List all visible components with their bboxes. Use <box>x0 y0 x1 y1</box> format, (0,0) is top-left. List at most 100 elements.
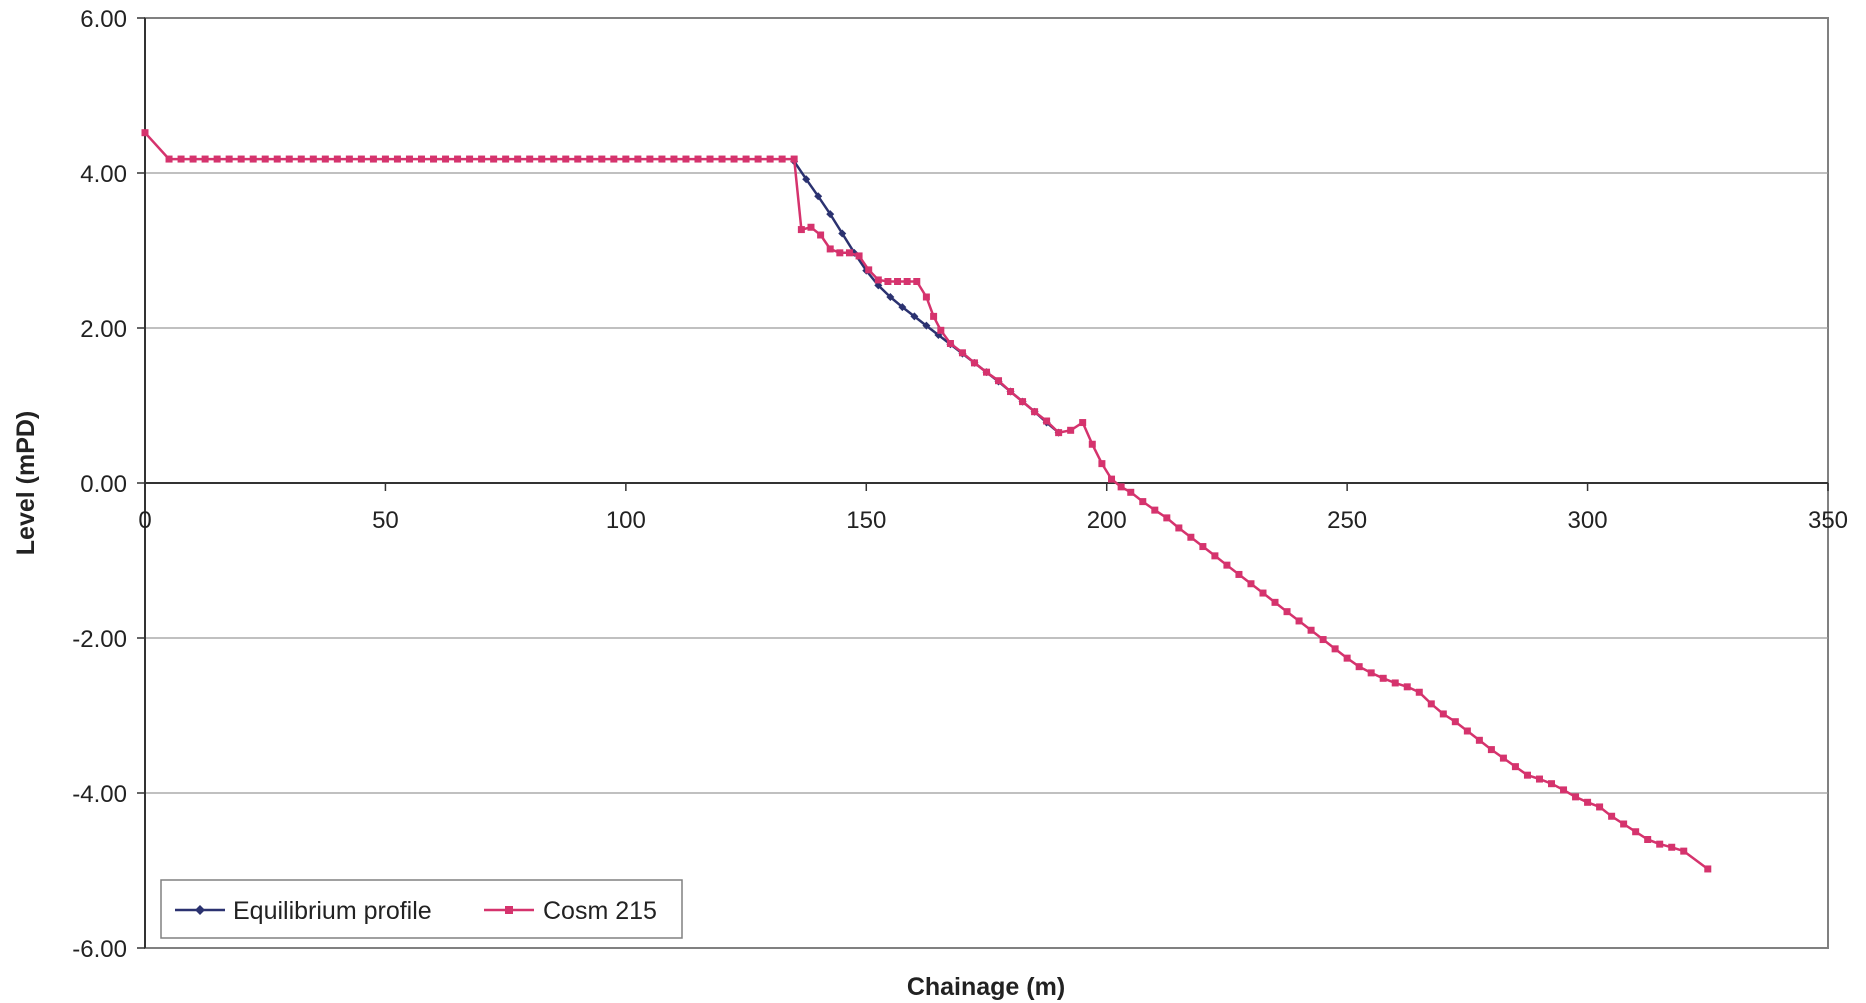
x-tick-label: 300 <box>1568 507 1608 534</box>
legend-box <box>160 879 683 939</box>
data-point <box>454 155 462 163</box>
data-point <box>1163 514 1171 522</box>
x-tick-label: 350 <box>1808 507 1848 534</box>
data-point <box>1415 688 1423 696</box>
data-point <box>958 349 966 357</box>
data-point <box>1608 812 1616 820</box>
data-point <box>1117 483 1125 491</box>
data-point <box>898 303 907 312</box>
data-point <box>201 155 209 163</box>
x-tick-label: 150 <box>846 507 886 534</box>
data-point <box>1572 793 1580 801</box>
data-point <box>273 155 281 163</box>
data-point <box>682 155 690 163</box>
data-point <box>526 155 534 163</box>
data-point <box>1511 763 1519 771</box>
data-point <box>790 155 798 163</box>
data-point <box>237 155 245 163</box>
data-point <box>1355 663 1363 671</box>
data-point <box>1295 617 1303 625</box>
data-point <box>430 155 438 163</box>
data-point <box>381 155 389 163</box>
data-point <box>838 229 847 238</box>
data-point <box>249 155 257 163</box>
data-point <box>1139 498 1147 506</box>
data-point <box>333 155 341 163</box>
data-point <box>1307 626 1315 634</box>
data-point <box>1108 475 1116 483</box>
data-point <box>1247 580 1255 588</box>
data-point <box>321 155 329 163</box>
data-point <box>995 377 1003 385</box>
data-point <box>1043 417 1051 425</box>
data-point <box>1019 398 1027 406</box>
data-point <box>778 155 786 163</box>
data-point <box>1223 561 1231 569</box>
data-point <box>1535 775 1543 783</box>
y-tick-label: -6.00 <box>72 936 127 963</box>
x-axis-title: Chainage (m) <box>907 973 1065 1001</box>
data-point <box>1656 840 1664 848</box>
data-point <box>1187 533 1195 541</box>
data-point <box>1704 865 1712 873</box>
data-point <box>730 155 738 163</box>
data-point <box>1548 780 1556 788</box>
legend-marker-equilibrium <box>195 905 205 915</box>
data-point <box>1668 843 1676 851</box>
data-point <box>1644 836 1652 843</box>
data-point <box>946 340 954 347</box>
data-point <box>165 155 173 163</box>
data-point <box>670 155 678 163</box>
x-tick-label: 0 <box>138 507 151 534</box>
legend-marker-cosm <box>505 906 513 914</box>
data-point <box>1007 388 1015 396</box>
data-point <box>1391 679 1399 687</box>
data-point <box>1283 608 1291 616</box>
data-point <box>285 155 293 163</box>
data-point <box>634 155 642 163</box>
x-axis-ticks: 0 50 100 150 200 250 300 350 <box>138 483 1848 534</box>
series-cosm-215 <box>141 129 1712 873</box>
data-point <box>405 155 413 163</box>
legend: Equilibrium profile Cosm 215 <box>160 879 683 939</box>
data-point <box>1451 718 1459 726</box>
data-point <box>550 155 558 163</box>
data-point <box>1379 674 1387 682</box>
data-point <box>442 155 450 163</box>
data-point <box>417 155 425 163</box>
data-point <box>658 155 666 163</box>
data-point <box>213 155 221 163</box>
data-point <box>1367 669 1375 677</box>
data-point <box>826 210 835 219</box>
data-point <box>1079 419 1087 427</box>
data-point <box>141 129 149 137</box>
data-point <box>490 155 498 163</box>
data-point <box>1031 408 1039 416</box>
data-point <box>910 312 919 321</box>
data-point <box>1499 754 1507 762</box>
data-point <box>309 155 317 163</box>
data-point <box>1463 727 1471 735</box>
data-point <box>1620 820 1628 828</box>
y-tick-label: -4.00 <box>72 781 127 808</box>
data-point <box>1127 488 1135 496</box>
data-point <box>466 155 474 163</box>
data-point <box>913 278 921 285</box>
data-point <box>930 312 938 320</box>
data-point <box>817 231 825 239</box>
data-point <box>922 293 930 301</box>
data-point <box>874 276 882 284</box>
data-point <box>225 155 233 163</box>
data-point <box>855 252 863 260</box>
data-point <box>1319 636 1327 644</box>
series-lines <box>141 129 1712 873</box>
data-point <box>393 155 401 163</box>
data-point <box>1331 645 1339 653</box>
x-tick-label: 100 <box>606 507 646 534</box>
x-tick-label: 200 <box>1087 507 1127 534</box>
y-tick-label: 0.00 <box>80 471 127 498</box>
data-point <box>903 278 911 285</box>
data-point <box>983 368 990 376</box>
data-point <box>922 321 931 330</box>
data-point <box>1427 700 1435 708</box>
